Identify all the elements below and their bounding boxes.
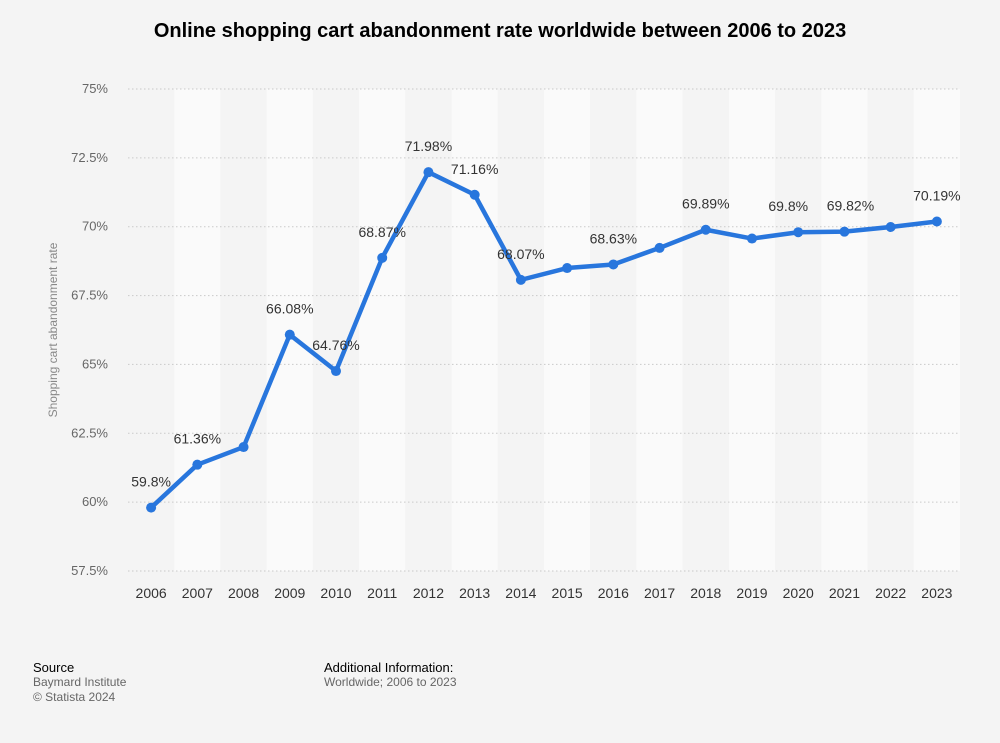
copyright: © Statista 2024 bbox=[33, 690, 116, 704]
data-label: 59.8% bbox=[131, 474, 171, 490]
data-label: 71.16% bbox=[451, 161, 498, 177]
data-label: 64.76% bbox=[312, 337, 359, 353]
x-tick-label: 2021 bbox=[829, 585, 860, 601]
plot-band bbox=[590, 89, 637, 571]
x-tick-label: 2014 bbox=[505, 585, 536, 601]
x-tick-label: 2011 bbox=[367, 585, 397, 601]
plot-band bbox=[544, 89, 591, 571]
data-label: 69.8% bbox=[768, 198, 808, 214]
source-heading: Source bbox=[33, 660, 75, 675]
data-label: 68.87% bbox=[358, 224, 405, 240]
plot-band bbox=[821, 89, 868, 571]
x-tick-label: 2016 bbox=[598, 585, 629, 601]
data-label: 61.36% bbox=[174, 431, 221, 447]
y-tick-label: 60% bbox=[82, 494, 108, 509]
data-point bbox=[885, 221, 896, 232]
y-tick-label: 65% bbox=[82, 356, 108, 371]
chart-title: Online shopping cart abandonment rate wo… bbox=[153, 20, 847, 42]
x-tick-label: 2013 bbox=[459, 585, 490, 601]
alternating-bands bbox=[128, 89, 960, 571]
additional-info-heading: Additional Information: bbox=[324, 660, 454, 675]
x-tick-label: 2017 bbox=[644, 585, 675, 601]
x-tick-label: 2022 bbox=[875, 585, 906, 601]
data-label: 66.08% bbox=[266, 301, 313, 317]
source-block: Source Baymard Institute © Statista 2024 bbox=[33, 660, 126, 705]
y-tick-label: 57.5% bbox=[71, 563, 108, 578]
data-label: 70.19% bbox=[913, 187, 960, 203]
data-point bbox=[284, 329, 295, 340]
data-point bbox=[608, 259, 619, 270]
data-point bbox=[469, 189, 480, 200]
gridlines bbox=[128, 88, 960, 572]
plot-band bbox=[728, 89, 776, 571]
y-axis-ticks: 57.5% 60% 62.5% 65% 67.5% 70% 72.5% 75% bbox=[71, 81, 108, 578]
x-tick-label: 2010 bbox=[320, 585, 351, 601]
data-point bbox=[747, 233, 757, 244]
y-tick-label: 62.5% bbox=[71, 425, 108, 440]
x-tick-label: 2015 bbox=[552, 585, 583, 601]
series-line bbox=[148, 169, 940, 510]
additional-info-text: Worldwide; 2006 to 2023 bbox=[324, 675, 457, 689]
data-point bbox=[700, 224, 711, 235]
y-axis-title: Shopping cart abandonment rate bbox=[46, 242, 60, 417]
plot-band bbox=[174, 89, 221, 571]
x-tick-label: 2008 bbox=[228, 585, 259, 601]
source-name: Baymard Institute bbox=[33, 675, 127, 689]
plot-band bbox=[128, 89, 175, 571]
data-label: 68.63% bbox=[590, 230, 637, 246]
data-point bbox=[331, 366, 341, 377]
data-point bbox=[238, 442, 249, 453]
plot-band bbox=[775, 89, 822, 571]
x-axis-ticks: 2006 2007 2008 2009 2010 2011 2012 2013 2014 2015… bbox=[136, 585, 953, 601]
y-tick-label: 72.5% bbox=[71, 150, 108, 165]
plot-band bbox=[451, 89, 498, 571]
data-point bbox=[423, 167, 434, 178]
data-point bbox=[562, 263, 573, 274]
plot-band bbox=[636, 89, 683, 571]
data-points bbox=[146, 167, 942, 513]
x-tick-label: 2023 bbox=[921, 585, 952, 601]
plot-band bbox=[497, 89, 544, 571]
data-point bbox=[931, 216, 942, 227]
data-label: 69.82% bbox=[827, 198, 874, 214]
plot-band bbox=[682, 89, 729, 571]
data-point bbox=[793, 227, 804, 238]
data-label: 71.98% bbox=[405, 138, 452, 154]
data-point bbox=[654, 242, 665, 253]
x-tick-label: 2012 bbox=[413, 585, 444, 601]
x-tick-label: 2018 bbox=[690, 585, 721, 601]
x-tick-label: 2020 bbox=[783, 585, 814, 601]
plot-band bbox=[220, 89, 267, 571]
x-tick-label: 2009 bbox=[274, 585, 305, 601]
data-label: 68.07% bbox=[497, 246, 544, 262]
plot-band bbox=[359, 89, 406, 571]
y-tick-label: 70% bbox=[82, 219, 108, 234]
y-tick-label: 67.5% bbox=[71, 288, 108, 303]
data-point bbox=[515, 274, 526, 285]
data-point bbox=[192, 459, 203, 470]
x-tick-label: 2019 bbox=[736, 585, 767, 601]
additional-info-block: Additional Information: Worldwide; 2006 … bbox=[324, 660, 457, 690]
data-point bbox=[377, 252, 388, 263]
data-labels: 59.8% 61.36% 66.08% 64.76% 68.87% 71.98% 71.16… bbox=[131, 138, 960, 489]
x-tick-label: 2006 bbox=[136, 585, 167, 601]
data-point bbox=[146, 502, 157, 513]
plot-band bbox=[405, 89, 452, 571]
plot-band bbox=[913, 89, 960, 571]
y-tick-label: 75% bbox=[82, 81, 108, 96]
data-label: 69.89% bbox=[682, 196, 729, 212]
plot-band bbox=[867, 89, 914, 571]
data-point bbox=[839, 226, 850, 237]
x-tick-label: 2007 bbox=[182, 585, 213, 601]
